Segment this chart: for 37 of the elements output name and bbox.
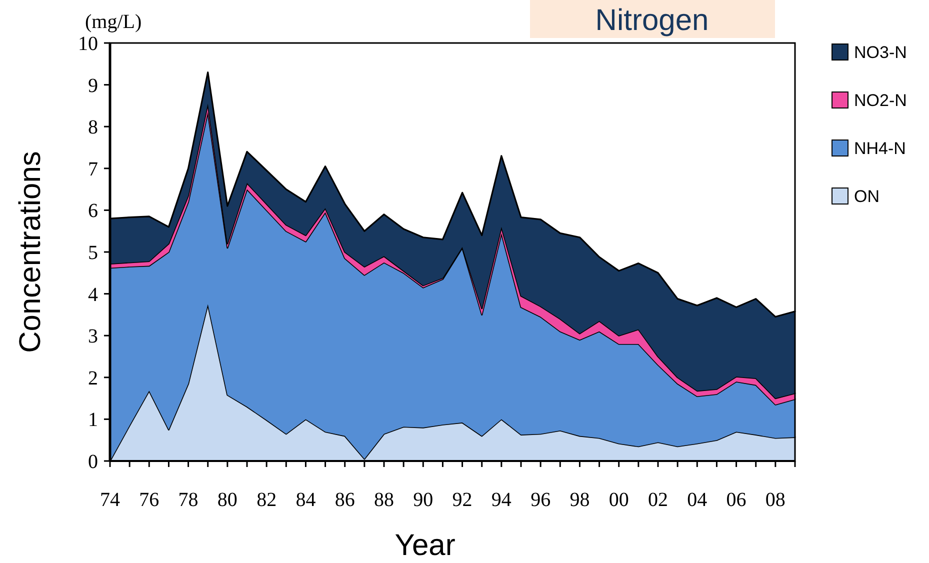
x-tick-label: 88 <box>374 489 394 511</box>
y-axis-title: Concentrations <box>14 151 47 353</box>
legend-label: NO2-N <box>854 90 907 110</box>
x-tick-label: 76 <box>139 489 160 511</box>
x-tick-label: 80 <box>217 489 238 511</box>
x-tick-label: 90 <box>413 489 434 511</box>
y-tick-label: 8 <box>88 116 98 139</box>
x-tick-label: 08 <box>765 489 786 511</box>
x-tick-label: 82 <box>256 489 277 511</box>
x-tick-label: 84 <box>296 489 316 511</box>
x-tick-label: 92 <box>452 489 472 511</box>
y-tick-label: 9 <box>88 74 98 97</box>
legend-label: NO3-N <box>854 42 907 62</box>
legend-label: ON <box>854 186 880 206</box>
x-tick-label: 86 <box>334 489 355 511</box>
y-tick-label: 1 <box>88 409 98 432</box>
y-tick-label: 6 <box>88 200 98 222</box>
x-tick-label: 74 <box>100 489 120 511</box>
x-tick-label: 98 <box>570 489 590 511</box>
y-tick-label: 5 <box>88 242 98 264</box>
y-tick-label: 2 <box>88 367 98 390</box>
legend-label: NH4-N <box>854 138 906 158</box>
x-tick-label: 04 <box>687 489 708 511</box>
text: (mg/L) <box>85 11 142 33</box>
y-tick-label: 3 <box>88 326 98 348</box>
x-tick-label: 96 <box>530 489 551 511</box>
y-tick-label: 4 <box>88 284 98 306</box>
y-tick-label: 0 <box>88 451 98 473</box>
x-tick-label: 78 <box>178 489 198 511</box>
y-tick-label: 10 <box>78 33 98 55</box>
chart-title: Nitrogen <box>595 4 709 37</box>
x-tick-label: 00 <box>608 489 629 511</box>
x-tick-label: 94 <box>491 489 512 511</box>
x-tick-label: 06 <box>726 489 746 511</box>
x-axis-title: Year <box>394 529 456 562</box>
y-tick-label: 7 <box>88 158 98 180</box>
x-tick-label: 02 <box>648 489 668 511</box>
